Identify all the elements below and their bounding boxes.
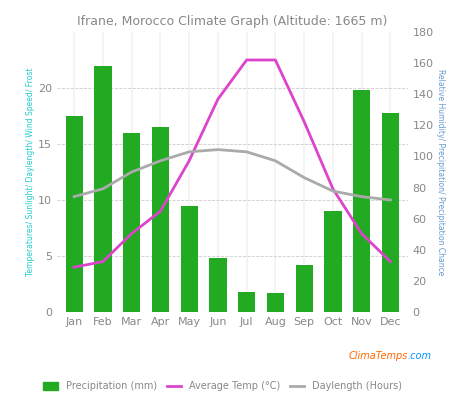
Bar xyxy=(238,292,255,312)
Y-axis label: Relative Humidity/ Precipitation/ Precipitation Chance: Relative Humidity/ Precipitation/ Precip… xyxy=(436,69,445,275)
Bar xyxy=(152,127,169,312)
Text: ClimaTemps: ClimaTemps xyxy=(348,351,408,361)
Bar xyxy=(94,66,111,312)
Text: .com: .com xyxy=(408,351,432,361)
Bar xyxy=(295,265,313,312)
Bar xyxy=(123,133,140,312)
Bar xyxy=(324,211,341,312)
Bar xyxy=(65,116,83,312)
Y-axis label: Temperatures/ Sunlight/ Daylength/ Wind Speed/ Frost: Temperatures/ Sunlight/ Daylength/ Wind … xyxy=(26,68,35,276)
Bar xyxy=(181,206,198,312)
Title: Ifrane, Morocco Climate Graph (Altitude: 1665 m): Ifrane, Morocco Climate Graph (Altitude:… xyxy=(77,15,387,28)
Bar xyxy=(209,258,227,312)
Bar xyxy=(353,90,370,312)
Bar xyxy=(267,293,284,312)
Bar xyxy=(382,113,399,312)
Legend: Precipitation (mm), Average Temp (°C), Daylength (Hours): Precipitation (mm), Average Temp (°C), D… xyxy=(39,377,406,395)
